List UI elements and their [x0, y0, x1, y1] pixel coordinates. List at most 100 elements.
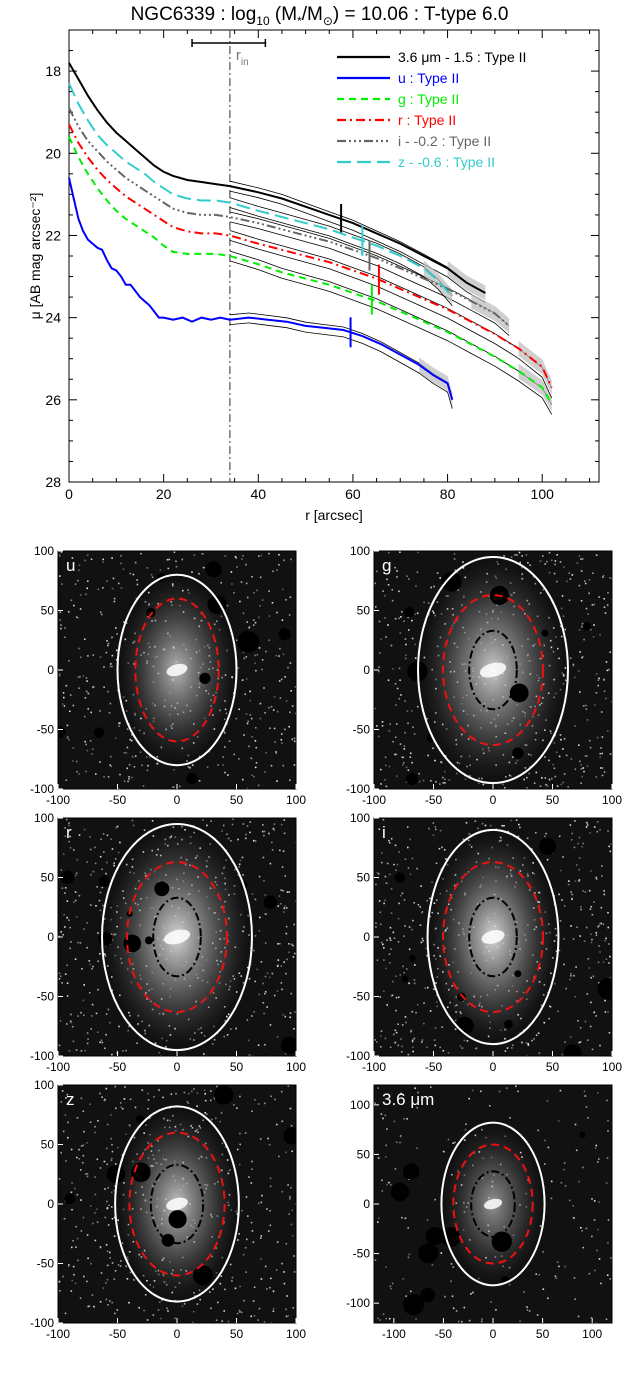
noise-pixel — [260, 961, 263, 963]
noise-pixel — [283, 1271, 286, 1273]
noise-pixel — [147, 1092, 149, 1095]
noise-pixel — [554, 1275, 557, 1278]
noise-pixel — [400, 694, 402, 696]
noise-pixel — [396, 863, 399, 866]
noise-pixel — [558, 949, 561, 952]
noise-pixel — [423, 1002, 425, 1004]
noise-pixel — [287, 1184, 289, 1186]
noise-pixel — [558, 1265, 560, 1268]
noise-pixel — [67, 736, 69, 738]
noise-pixel — [280, 1090, 283, 1093]
noise-pixel — [211, 1043, 214, 1045]
noise-pixel — [144, 1294, 147, 1296]
noise-pixel — [390, 888, 393, 890]
noise-pixel — [600, 711, 603, 713]
y-tick-label: -50 — [37, 723, 55, 737]
noise-pixel — [272, 709, 275, 711]
noise-pixel — [565, 679, 567, 682]
noise-pixel — [291, 1209, 293, 1212]
noise-pixel — [411, 1010, 413, 1013]
noise-pixel — [447, 1052, 450, 1054]
noise-pixel — [80, 1050, 83, 1052]
y-tick-label: 0 — [363, 930, 370, 944]
noise-pixel — [554, 775, 557, 778]
noise-pixel — [374, 1259, 377, 1261]
x-tick-label: -50 — [435, 1327, 453, 1341]
fit-line — [229, 260, 553, 415]
noise-pixel — [610, 843, 612, 845]
noise-pixel — [417, 705, 419, 708]
noise-pixel — [270, 705, 273, 708]
noise-pixel — [165, 1046, 167, 1048]
noise-pixel — [89, 1121, 92, 1123]
noise-pixel — [226, 604, 229, 607]
noise-pixel — [68, 738, 70, 741]
noise-pixel — [259, 576, 262, 579]
noise-pixel — [468, 1319, 471, 1322]
noise-pixel — [63, 705, 66, 707]
noise-pixel — [404, 925, 406, 927]
noise-pixel — [92, 965, 94, 968]
noise-pixel — [598, 924, 600, 927]
noise-pixel — [597, 961, 600, 964]
noise-pixel — [546, 1100, 549, 1102]
noise-pixel — [395, 775, 398, 777]
noise-pixel — [109, 702, 112, 705]
noise-pixel — [223, 730, 225, 732]
noise-pixel — [85, 770, 87, 773]
noise-pixel — [243, 734, 245, 736]
noise-pixel — [224, 1019, 227, 1022]
noise-pixel — [64, 1114, 67, 1116]
noise-pixel — [86, 1042, 89, 1045]
noise-pixel — [444, 1295, 446, 1298]
noise-pixel — [86, 861, 88, 863]
noise-pixel — [403, 748, 406, 750]
noise-pixel — [591, 938, 593, 941]
noise-pixel — [462, 561, 464, 563]
noise-pixel — [175, 565, 178, 568]
noise-pixel — [394, 683, 397, 685]
noise-pixel — [410, 1030, 412, 1033]
noise-pixel — [560, 783, 562, 786]
noise-pixel — [282, 1013, 284, 1016]
noise-pixel — [276, 611, 278, 614]
noise-pixel — [99, 891, 102, 894]
noise-pixel — [126, 622, 128, 624]
noise-pixel — [80, 1145, 83, 1147]
noise-pixel — [246, 621, 248, 623]
noise-pixel — [221, 1142, 224, 1145]
noise-pixel — [118, 1025, 120, 1028]
noise-pixel — [106, 1250, 109, 1253]
noise-pixel — [404, 700, 406, 702]
noise-pixel — [401, 892, 404, 895]
noise-pixel — [510, 775, 512, 777]
noise-pixel — [215, 1319, 218, 1321]
noise-pixel — [420, 885, 422, 887]
noise-pixel — [205, 1113, 208, 1115]
noise-pixel — [535, 771, 538, 774]
noise-pixel — [158, 1051, 161, 1054]
noise-pixel — [404, 638, 407, 640]
noise-pixel — [288, 614, 291, 616]
noise-pixel — [125, 1265, 127, 1268]
masked-source — [280, 1036, 296, 1055]
noise-pixel — [385, 1144, 387, 1147]
noise-pixel — [64, 926, 66, 928]
noise-pixel — [284, 676, 286, 678]
noise-pixel — [87, 708, 89, 710]
noise-pixel — [78, 1148, 80, 1151]
noise-pixel — [241, 679, 244, 681]
noise-pixel — [229, 1263, 232, 1266]
noise-pixel — [90, 711, 92, 714]
noise-pixel — [390, 912, 393, 914]
break-ellipse — [126, 861, 228, 1013]
noise-pixel — [570, 1036, 572, 1038]
r-in-label-subscript: in — [241, 57, 249, 68]
noise-pixel — [504, 787, 506, 789]
noise-pixel — [91, 968, 93, 970]
noise-pixel — [116, 649, 118, 652]
noise-pixel — [606, 1099, 608, 1102]
noise-pixel — [105, 1298, 108, 1301]
noise-pixel — [388, 765, 391, 768]
noise-pixel — [572, 663, 575, 666]
